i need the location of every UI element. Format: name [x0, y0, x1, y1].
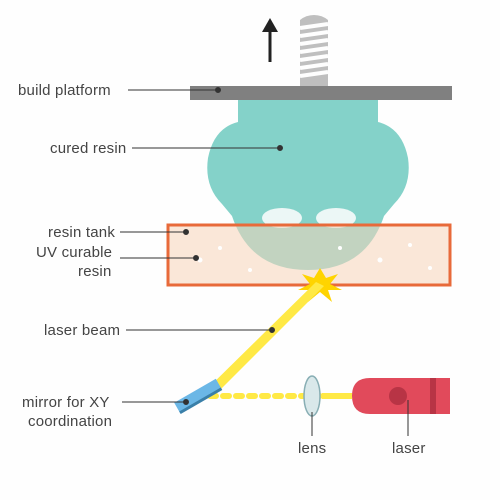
laser-beam-reflected: [202, 282, 324, 398]
build-platform-shape: [190, 86, 452, 100]
resin-tank-shape: [168, 225, 450, 285]
up-arrow-icon: [262, 18, 278, 62]
label-resin-tank: resin tank: [48, 224, 115, 241]
label-cured-resin: cured resin: [50, 140, 126, 157]
label-laser: laser: [392, 440, 426, 457]
label-laser-beam: laser beam: [44, 322, 120, 339]
lens-shape: [304, 376, 320, 416]
label-mirror: mirror for XY coordination: [22, 394, 112, 432]
label-build-platform: build platform: [18, 82, 111, 99]
label-uv-resin: UV curable resin: [36, 244, 112, 282]
label-lens: lens: [298, 440, 326, 457]
laser-body-shape: [352, 378, 450, 414]
screw-icon: [300, 15, 328, 86]
